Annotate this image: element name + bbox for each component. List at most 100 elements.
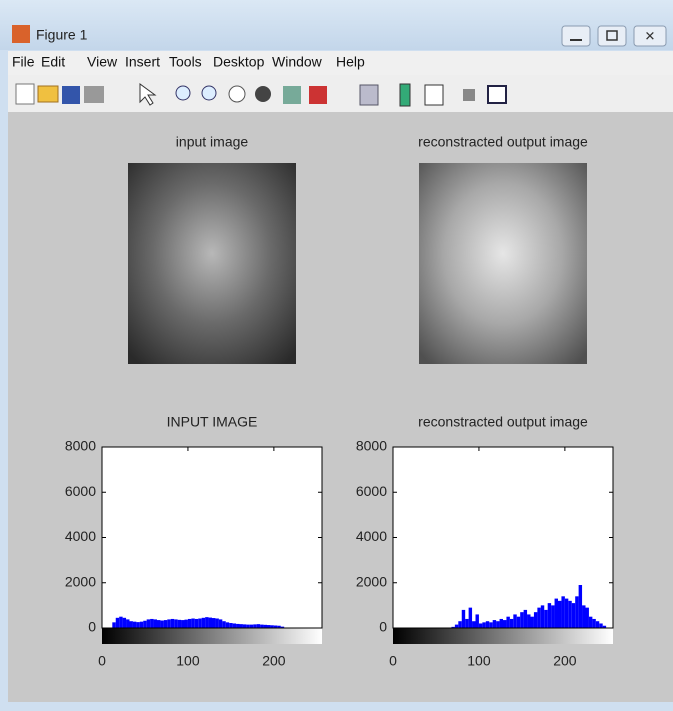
histogram-bar xyxy=(171,619,174,628)
histogram-bar xyxy=(116,618,119,628)
histogram-bar xyxy=(150,619,153,628)
histogram-bar xyxy=(164,620,167,628)
x-tick-label: 100 xyxy=(176,653,200,669)
figure-window: Figure 1 ✕ File Edit View Insert Tools Deskto… xyxy=(0,0,673,711)
rotate-icon[interactable] xyxy=(255,86,271,102)
new-icon[interactable] xyxy=(16,84,34,104)
histogram-bar xyxy=(222,621,225,628)
histogram-bar xyxy=(157,620,160,628)
histogram-bar xyxy=(537,608,540,628)
save-icon[interactable] xyxy=(62,86,80,104)
histogram-bar xyxy=(496,621,499,628)
histogram-bar xyxy=(534,612,537,628)
link-icon[interactable] xyxy=(360,85,378,105)
histogram-bar xyxy=(510,619,513,628)
histogram-bar xyxy=(212,618,215,628)
histogram-bar xyxy=(143,621,146,628)
histogram-bar xyxy=(479,623,482,628)
menu-item[interactable]: Help xyxy=(336,54,365,70)
x-tick-label: 0 xyxy=(98,653,106,669)
menu-item[interactable]: View xyxy=(87,54,118,70)
histogram-bar xyxy=(548,603,551,628)
histogram-bar xyxy=(253,624,256,628)
histogram-bar xyxy=(517,617,520,628)
brush-icon[interactable] xyxy=(309,86,327,104)
histogram-bar xyxy=(119,617,122,628)
histogram-bar xyxy=(476,614,479,628)
histogram-bar xyxy=(195,619,198,628)
histogram-bar xyxy=(493,620,496,628)
histogram-bar xyxy=(520,612,523,628)
hide-tools-icon[interactable] xyxy=(463,89,475,101)
histogram-bar xyxy=(246,625,249,628)
histogram-bar xyxy=(500,619,503,628)
histogram-bar xyxy=(240,624,243,628)
maximize-button[interactable] xyxy=(598,26,626,46)
histogram-bar xyxy=(229,623,232,628)
menu-item[interactable]: Window xyxy=(272,54,323,70)
histogram-bar xyxy=(136,622,139,628)
histogram-bar xyxy=(188,619,191,628)
y-tick-label: 4000 xyxy=(356,528,387,544)
histogram-bar xyxy=(154,619,157,628)
image-title: input image xyxy=(176,134,249,150)
print-icon[interactable] xyxy=(84,86,104,103)
gray-colorbar xyxy=(393,628,613,644)
menu-item[interactable]: Insert xyxy=(125,54,160,70)
histogram-bar xyxy=(160,621,163,628)
histogram-bar xyxy=(236,624,239,628)
pan-icon[interactable] xyxy=(229,86,245,102)
histogram-bar xyxy=(541,605,544,628)
histogram-bar xyxy=(133,622,136,628)
histogram-bar xyxy=(198,618,201,628)
histogram-bar xyxy=(257,624,260,628)
chart-title: reconstracted output image xyxy=(418,414,588,430)
zoom-out-icon[interactable] xyxy=(202,86,216,100)
y-tick-label: 6000 xyxy=(356,483,387,499)
chart-title: INPUT IMAGE xyxy=(167,414,258,430)
menu-item[interactable]: Desktop xyxy=(213,54,265,70)
histogram-bar xyxy=(565,599,568,628)
close-icon: ✕ xyxy=(645,28,656,43)
histogram-bar xyxy=(482,622,485,628)
colorbar-icon[interactable] xyxy=(400,84,410,106)
datacursor-icon[interactable] xyxy=(283,86,301,104)
histogram-bar xyxy=(513,614,516,628)
histogram-bar xyxy=(558,601,561,628)
histogram-bar xyxy=(596,621,599,628)
y-tick-label: 6000 xyxy=(65,483,96,499)
app-icon xyxy=(12,25,30,43)
histogram-bar xyxy=(489,622,492,628)
histogram-bar xyxy=(462,610,465,628)
window-title: Figure 1 xyxy=(36,27,88,43)
histogram-bar xyxy=(126,619,129,628)
histogram-bar xyxy=(181,620,184,628)
minimize-button[interactable] xyxy=(562,26,590,46)
menu-item[interactable]: Edit xyxy=(41,54,65,70)
y-tick-label: 0 xyxy=(379,619,387,635)
histogram-bar xyxy=(185,620,188,628)
menu-item[interactable]: Tools xyxy=(169,54,202,70)
menu-item[interactable]: File xyxy=(12,54,35,70)
histogram-bar xyxy=(140,622,143,628)
show-tools-icon[interactable] xyxy=(488,86,506,103)
histogram-bar xyxy=(586,608,589,628)
y-tick-label: 2000 xyxy=(65,573,96,589)
legend-icon[interactable] xyxy=(425,85,443,105)
histogram-bar xyxy=(575,596,578,628)
histogram-bar xyxy=(579,585,582,628)
histogram-bar xyxy=(209,618,212,628)
histogram-bar xyxy=(592,619,595,628)
open-icon[interactable] xyxy=(38,86,58,102)
histogram-bar xyxy=(469,608,472,628)
histogram-bar xyxy=(486,621,489,628)
histogram-bar xyxy=(568,601,571,628)
histogram-bar xyxy=(551,605,554,628)
zoom-in-icon[interactable] xyxy=(176,86,190,100)
histogram-bar xyxy=(219,619,222,628)
output-image xyxy=(419,163,587,364)
y-tick-label: 4000 xyxy=(65,528,96,544)
input-image xyxy=(128,163,296,364)
histogram-bar xyxy=(233,623,236,628)
histogram-bar xyxy=(123,618,126,628)
